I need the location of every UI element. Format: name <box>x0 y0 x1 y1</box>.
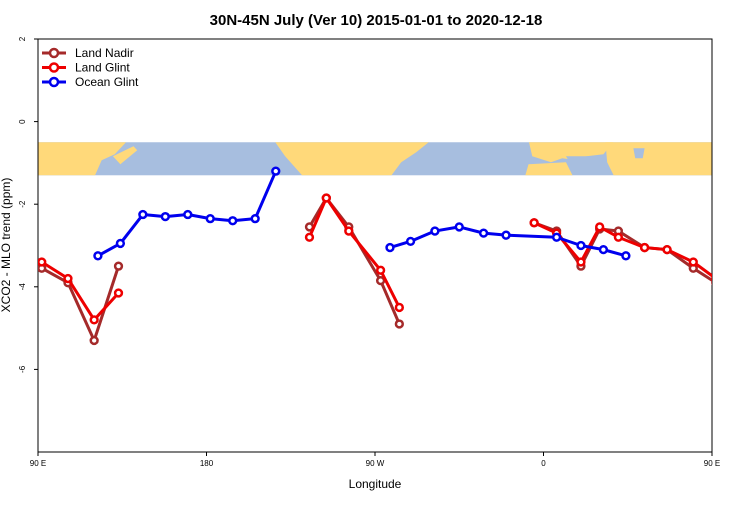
x-tick-label: 180 <box>200 459 214 468</box>
land-asia <box>38 142 126 176</box>
land-asia-east <box>605 142 712 176</box>
land-japan <box>112 146 138 165</box>
data-point-land-glint <box>711 275 712 282</box>
data-point-land-glint <box>662 244 672 255</box>
legend-marker-land-nadir <box>48 47 60 59</box>
data-point-land-nadir <box>737 337 744 344</box>
data-point-land-glint <box>529 218 539 228</box>
legend-label-land-nadir: Land Nadir <box>75 46 134 60</box>
data-point-ocean-glint <box>598 244 609 255</box>
data-point-land-nadir <box>375 275 386 286</box>
y-axis-label: XCO2 - MLO trend (ppm) <box>0 178 13 313</box>
land-europe <box>528 142 614 163</box>
data-point-land-glint <box>576 257 586 267</box>
legend-marker-land-glint <box>48 62 60 73</box>
y-tick-label: -6 <box>18 365 27 373</box>
data-point-ocean-glint <box>115 238 126 249</box>
plot-area <box>38 166 750 346</box>
data-point-land-glint <box>321 193 331 203</box>
data-point-land-glint <box>595 222 605 232</box>
data-point-ocean-glint <box>430 226 440 236</box>
land-north-america <box>275 142 429 176</box>
data-point-ocean-glint <box>501 230 511 240</box>
data-point-ocean-glint <box>138 209 148 220</box>
legend-marker-ocean-glint <box>48 76 60 88</box>
data-point-ocean-glint <box>93 251 103 261</box>
data-point-ocean-glint <box>385 242 395 253</box>
data-point-ocean-glint <box>478 228 489 238</box>
data-point-land-glint <box>113 288 124 298</box>
series-line-land-nadir <box>308 196 401 325</box>
data-point-ocean-glint <box>228 216 238 226</box>
data-point-ocean-glint <box>576 240 586 251</box>
data-point-ocean-glint <box>551 232 562 242</box>
x-tick-label: 90 E <box>704 459 720 468</box>
data-point-land-glint <box>688 257 698 267</box>
map-band <box>38 142 712 176</box>
data-point-land-nadir <box>89 335 99 346</box>
data-point-land-nadir <box>394 319 404 329</box>
series-line-land-nadir <box>41 265 120 342</box>
series-layer <box>38 166 750 346</box>
y-tick-label: -2 <box>18 200 27 208</box>
series-line-ocean-glint <box>744 215 750 256</box>
data-point-land-glint <box>737 316 744 323</box>
data-point-ocean-glint <box>205 214 215 224</box>
legend-label-land-glint: Land Glint <box>75 61 130 75</box>
data-point-ocean-glint <box>183 209 193 220</box>
y-tick-label: -4 <box>18 283 27 291</box>
data-point-ocean-glint <box>160 211 170 222</box>
series-land-glint <box>38 193 744 325</box>
land-africa <box>525 162 573 176</box>
series-ocean-glint <box>93 166 750 261</box>
data-point-land-glint <box>63 273 73 284</box>
data-point-ocean-glint <box>405 236 416 247</box>
data-point-ocean-glint <box>621 251 631 261</box>
data-point-ocean-glint <box>454 222 464 232</box>
data-point-ocean-glint <box>271 166 281 176</box>
data-point-land-glint <box>394 302 404 313</box>
y-tick-label: 0 <box>18 119 27 124</box>
plot-frame <box>37 38 713 453</box>
data-point-land-nadir <box>711 279 712 286</box>
data-point-ocean-glint <box>740 252 747 259</box>
data-point-land-glint <box>375 265 386 275</box>
data-point-land-glint <box>89 315 99 325</box>
series-line-land-glint <box>533 221 712 278</box>
x-tick-label: 90 W <box>366 459 385 468</box>
x-tick-label: 0 <box>541 459 546 468</box>
chart-title: 30N-45N July (Ver 10) 2015-01-01 to 2020… <box>210 12 543 29</box>
data-point-land-glint <box>613 232 624 242</box>
data-point-land-glint <box>639 242 650 253</box>
data-point-land-glint <box>344 226 354 236</box>
data-point-land-glint <box>38 257 47 267</box>
legend-label-ocean-glint: Ocean Glint <box>75 75 139 89</box>
data-point-land-nadir <box>113 261 124 271</box>
x-tick-label: 90 E <box>30 459 46 468</box>
data-point-land-glint <box>304 232 315 242</box>
map-land <box>38 142 712 176</box>
x-axis-label: Longitude <box>349 477 402 491</box>
map-mediterranean <box>565 156 608 163</box>
map-caspian <box>633 148 645 159</box>
series-line-land-glint <box>40 260 120 322</box>
series-line-ocean-glint <box>389 225 627 258</box>
axes: 90 E 180 90 W 0 90 E 2 0 -2 -4 -6 <box>18 36 720 468</box>
data-point-ocean-glint <box>250 214 260 224</box>
y-tick-label: 2 <box>18 36 27 41</box>
